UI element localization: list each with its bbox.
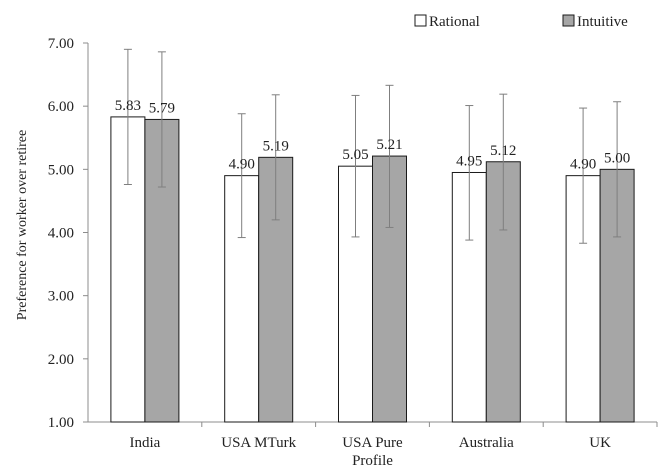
y-tick-label: 7.00 bbox=[48, 36, 74, 52]
legend-swatch-intuitive bbox=[562, 14, 575, 27]
y-tick-label: 4.00 bbox=[48, 226, 74, 242]
legend-label-intuitive: Intuitive bbox=[577, 14, 628, 30]
data-label: 4.90 bbox=[570, 157, 596, 173]
data-label: 5.05 bbox=[342, 147, 368, 163]
legend-swatch-rational bbox=[414, 14, 427, 27]
data-label: 5.21 bbox=[376, 137, 402, 153]
error-bars bbox=[123, 48, 622, 244]
legend: Rational Intuitive bbox=[414, 14, 628, 30]
axes: 1.00 2.00 3.00 4.00 5.00 6.00 7.00 bbox=[48, 36, 658, 431]
category-label: USA MTurk bbox=[221, 435, 296, 451]
y-tick-label: 3.00 bbox=[48, 289, 74, 305]
bars bbox=[110, 116, 635, 423]
category-labels: India USA MTurk USA Pure Profile Australia UK bbox=[129, 435, 611, 469]
data-label: 4.95 bbox=[456, 153, 482, 169]
category-label: USA Pure Profile bbox=[342, 435, 403, 469]
category-label: Australia bbox=[459, 435, 514, 451]
data-label: 5.00 bbox=[604, 150, 630, 166]
data-label: 5.19 bbox=[263, 138, 289, 154]
data-label: 5.79 bbox=[149, 100, 175, 116]
data-label: 5.12 bbox=[490, 143, 516, 159]
y-tick-label: 1.00 bbox=[48, 415, 74, 431]
data-labels: 5.83 5.79 4.90 5.19 5.05 5.21 4.95 5.12 4.90 5.00 bbox=[115, 98, 630, 173]
y-tick-label: 5.00 bbox=[48, 162, 74, 178]
y-axis-label: Preference for worker over retiree bbox=[15, 130, 30, 320]
data-label: 5.83 bbox=[115, 98, 141, 114]
y-tick-label: 2.00 bbox=[48, 352, 74, 368]
y-tick-label: 6.00 bbox=[48, 99, 74, 115]
data-label: 4.90 bbox=[229, 157, 255, 173]
legend-label-rational: Rational bbox=[429, 14, 480, 30]
category-label: India bbox=[129, 435, 160, 451]
category-label: UK bbox=[589, 435, 611, 451]
